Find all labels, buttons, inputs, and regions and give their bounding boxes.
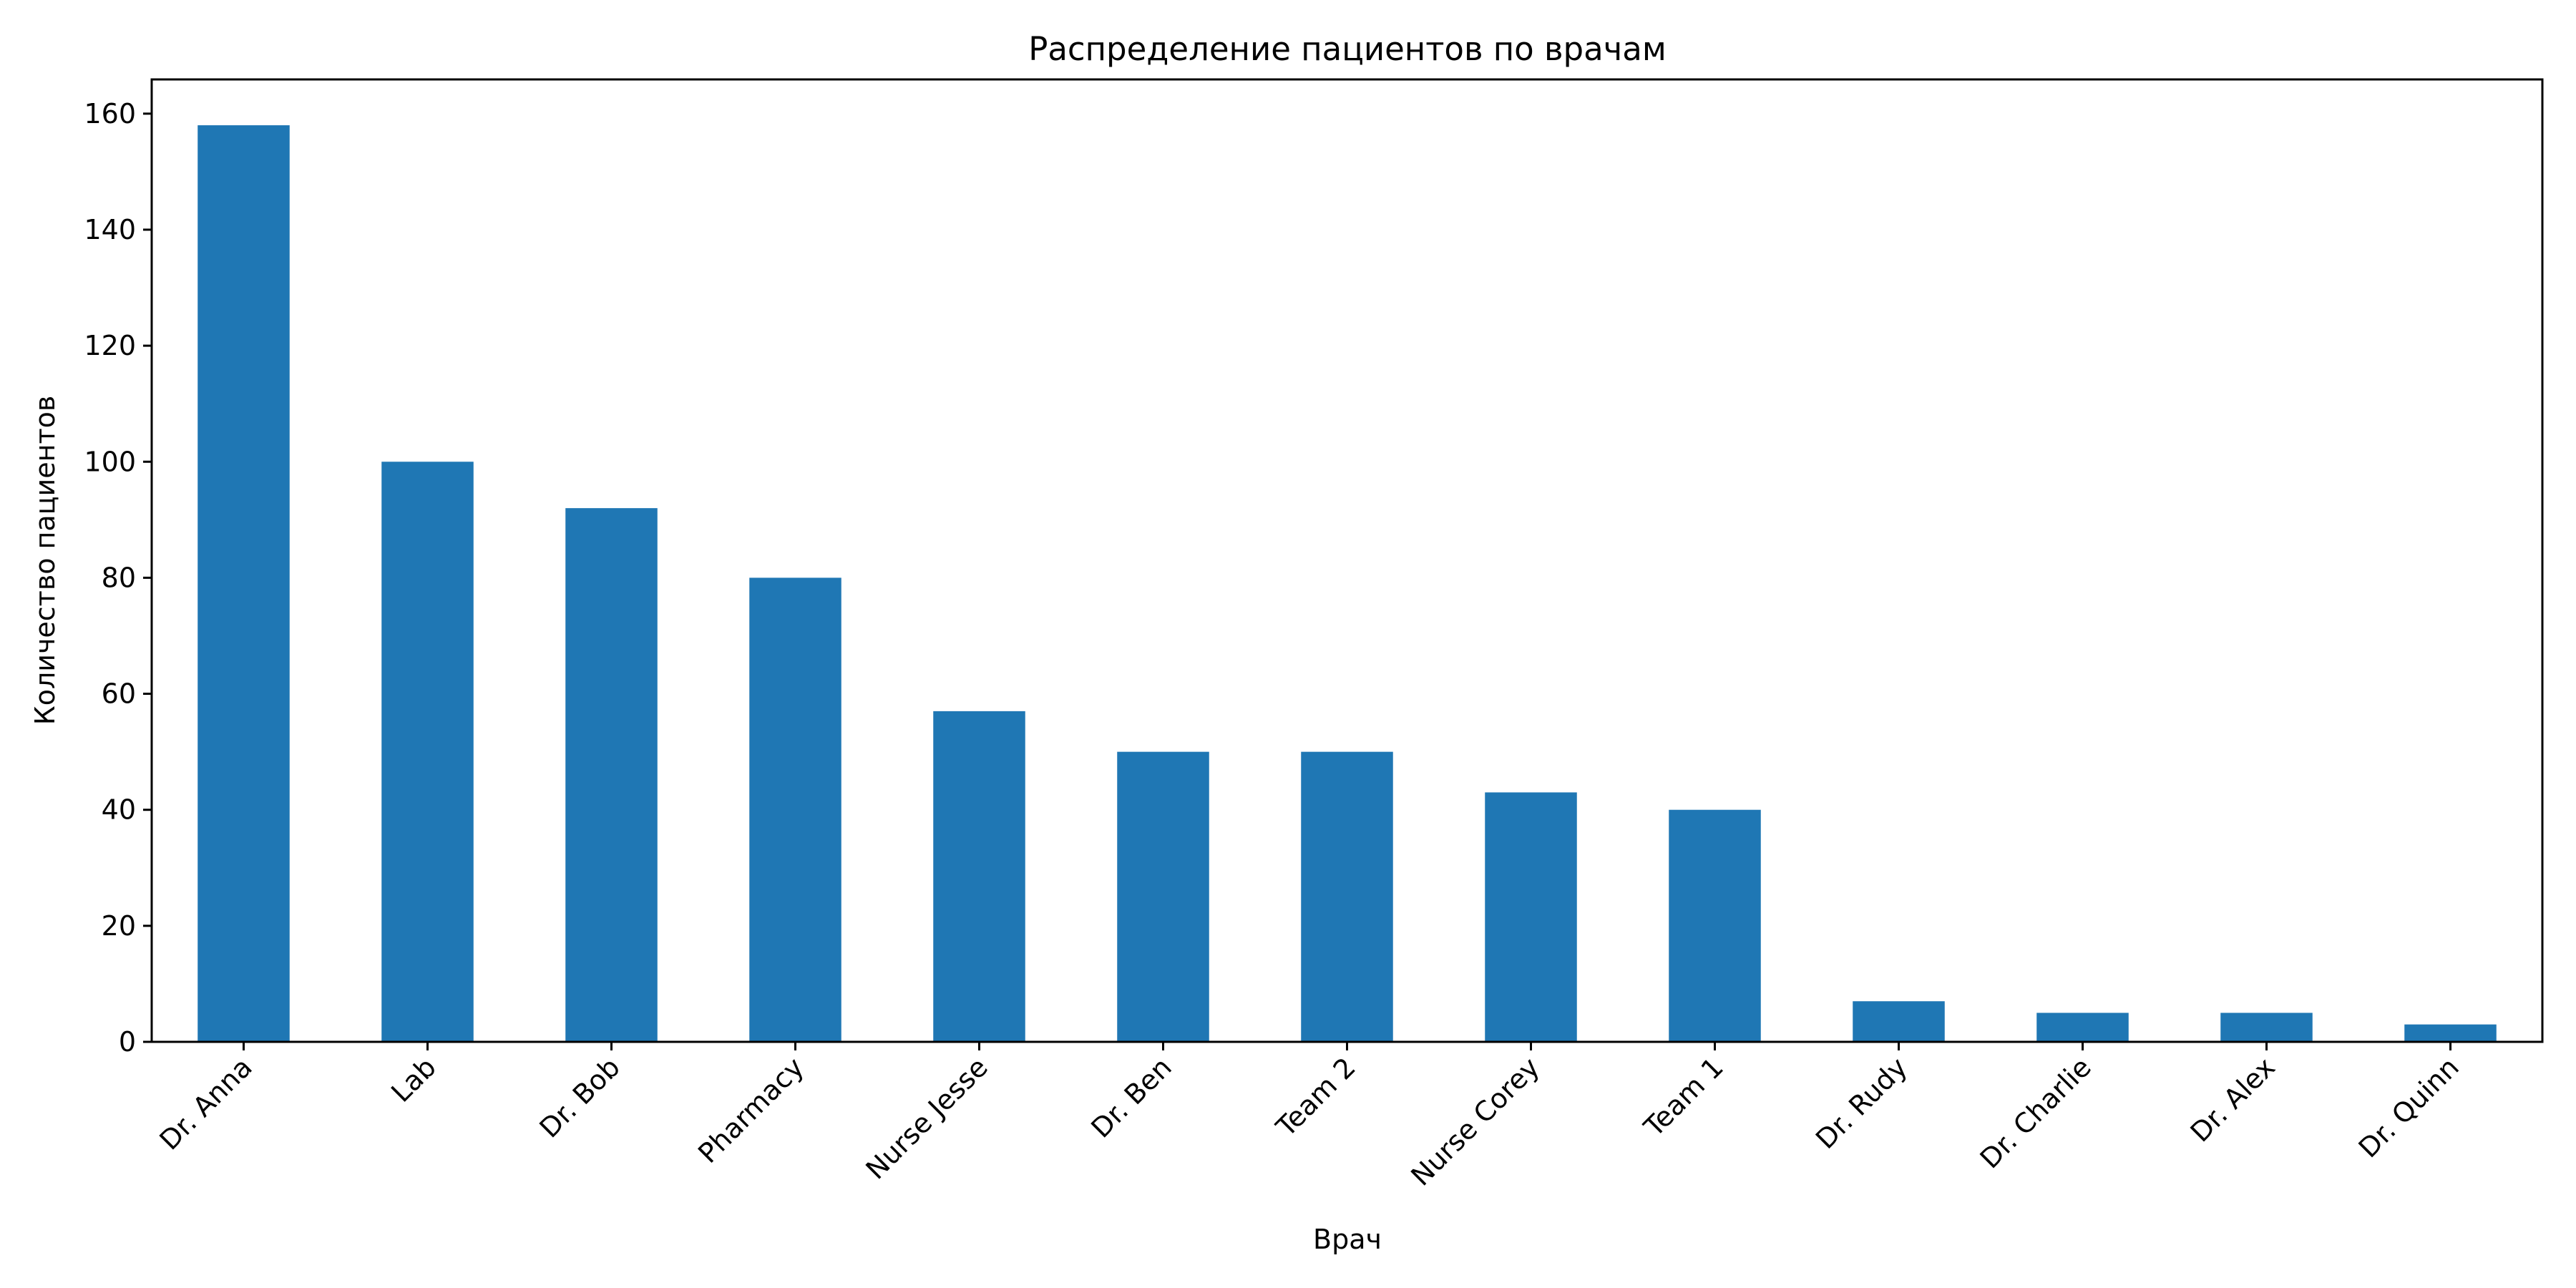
plot-frame xyxy=(150,78,2544,1043)
y-tick-label: 140 xyxy=(84,214,136,245)
y-tick-label: 80 xyxy=(102,562,136,593)
bar-nurse-corey xyxy=(1485,792,1577,1042)
bar-nurse-jesse xyxy=(933,711,1025,1042)
bar-team-1 xyxy=(1669,809,1761,1042)
bar-dr-alex xyxy=(2220,1013,2313,1042)
y-tick-label: 60 xyxy=(102,678,136,710)
y-tick-label: 40 xyxy=(102,794,136,826)
bar-dr-bob xyxy=(565,508,658,1042)
y-tick-label: 100 xyxy=(84,446,136,477)
bar-team-2 xyxy=(1301,751,1393,1042)
chart-title: Распределение пациентов по врачам xyxy=(1028,30,1667,68)
x-axis-label: Врач xyxy=(1313,1224,1382,1255)
y-tick-label: 0 xyxy=(119,1026,136,1058)
bar-dr-quinn xyxy=(2404,1024,2497,1042)
y-axis-ticks: 0 20 40 60 80 100 120 140 160 xyxy=(84,98,152,1058)
y-tick-label: 160 xyxy=(84,98,136,130)
y-tick-label: 120 xyxy=(84,330,136,361)
bar-dr-rudy xyxy=(1853,1001,1945,1042)
y-axis-label: Количество пациентов xyxy=(29,396,61,726)
bar-lab xyxy=(381,462,474,1042)
bar-dr-ben xyxy=(1117,751,1209,1042)
bar-pharmacy xyxy=(749,577,841,1042)
bar-dr-charlie xyxy=(2036,1013,2129,1042)
bars-layer xyxy=(197,125,2497,1042)
bar-dr-anna xyxy=(197,125,290,1042)
y-tick-label: 20 xyxy=(102,910,136,942)
